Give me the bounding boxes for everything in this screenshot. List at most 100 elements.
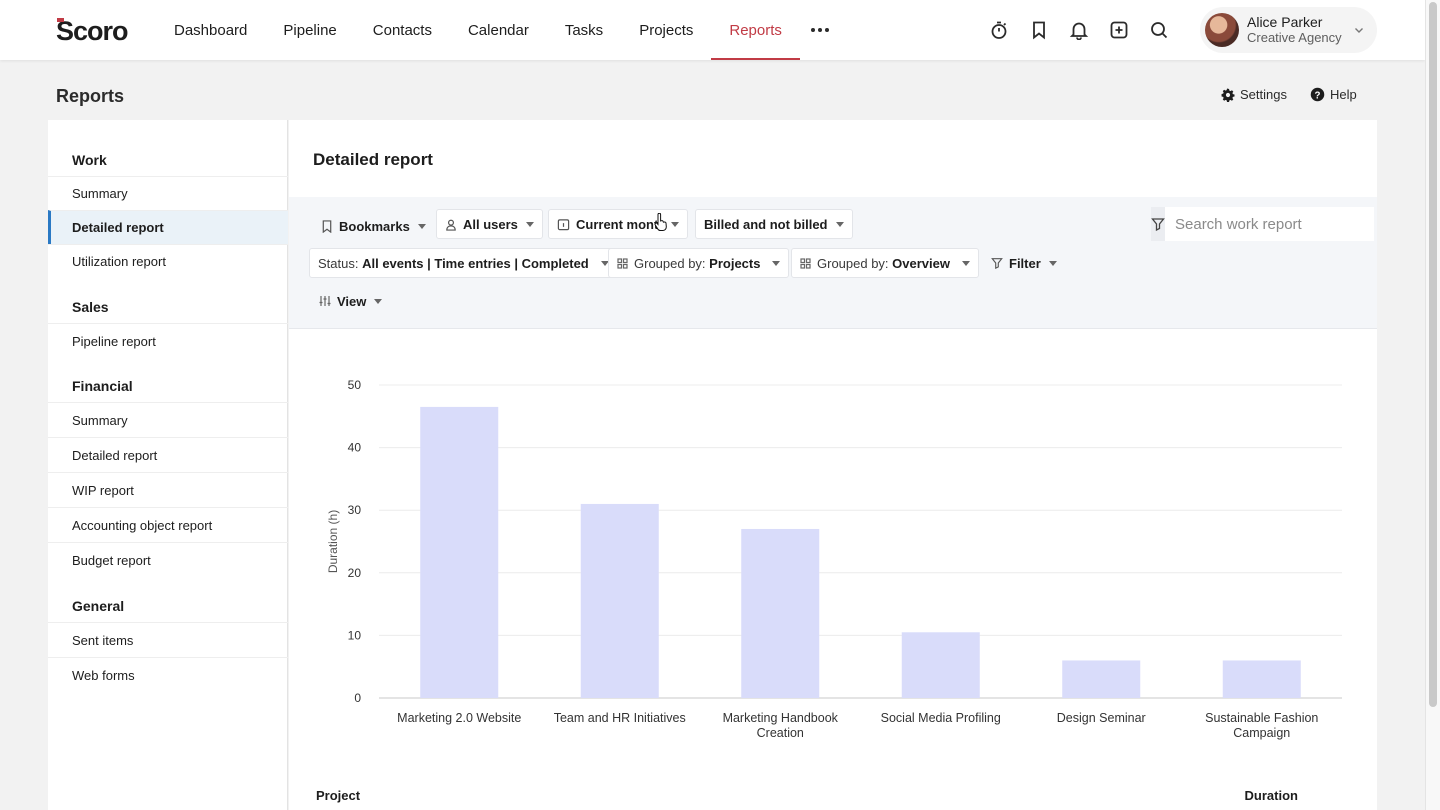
sidebar-item-general-web-forms[interactable]: Web forms <box>48 657 288 692</box>
grid-icon <box>800 257 811 269</box>
period-label: Current month <box>576 216 667 232</box>
billing-dropdown[interactable]: Billed and not billed <box>695 209 853 239</box>
settings-link[interactable]: Settings <box>1221 87 1287 102</box>
bar <box>901 632 980 698</box>
bar <box>1062 660 1141 698</box>
sidebar-group-sales: Sales <box>72 299 109 315</box>
column-header-duration[interactable]: Duration <box>1244 788 1298 803</box>
group1-value: Projects <box>709 255 761 271</box>
users-dropdown[interactable]: All users <box>436 209 543 239</box>
timer-icon[interactable] <box>983 14 1015 46</box>
y-tick-label: 10 <box>348 628 362 642</box>
chevron-down-icon <box>1355 28 1363 33</box>
calendar-icon <box>557 218 570 231</box>
caret-down-icon <box>525 221 534 227</box>
caret-down-icon <box>772 260 781 266</box>
filter-bar: Bookmarks All users Current month Billed… <box>289 197 1377 329</box>
bookmark-icon <box>321 219 333 233</box>
help-link[interactable]: ? Help <box>1310 87 1357 102</box>
caret-down-icon <box>374 298 383 304</box>
nav-item-reports[interactable]: Reports <box>711 0 800 60</box>
nav-item-tasks[interactable]: Tasks <box>564 21 604 39</box>
cursor-hand-icon <box>654 213 667 231</box>
user-organization: Creative Agency <box>1247 30 1342 45</box>
nav-item-calendar[interactable]: Calendar <box>467 21 529 39</box>
avatar <box>1205 13 1239 47</box>
scrollbar-thumb[interactable] <box>1429 2 1437 707</box>
bar <box>420 406 499 698</box>
user-menu[interactable]: Alice Parker Creative Agency <box>1200 7 1377 53</box>
nav-item-pipeline[interactable]: Pipeline <box>283 21 337 39</box>
bell-icon[interactable] <box>1063 14 1095 46</box>
y-tick-label: 50 <box>348 378 362 392</box>
add-icon[interactable] <box>1103 14 1135 46</box>
main-menu: Dashboard Pipeline Contacts Calendar Tasks Pr… <box>156 0 840 60</box>
group1-prefix: Grouped by: <box>634 255 706 271</box>
search-icon[interactable] <box>1143 14 1175 46</box>
view-dropdown[interactable]: View <box>311 286 390 316</box>
billing-label: Billed and not billed <box>704 216 828 232</box>
status-dropdown[interactable]: Status: All events | Time entries | Comp… <box>309 248 618 278</box>
sidebar-item-work-utilization-report[interactable]: Utilization report <box>48 244 288 278</box>
sidebar-item-financial-detailed-report[interactable]: Detailed report <box>48 437 288 472</box>
users-label: All users <box>463 216 518 232</box>
nav-item-projects[interactable]: Projects <box>639 21 694 39</box>
grid-icon <box>617 257 628 269</box>
filter-label: Filter <box>1009 255 1041 271</box>
user-name: Alice Parker <box>1247 14 1323 30</box>
user-info: Alice Parker Creative Agency <box>1247 14 1342 46</box>
group-by-projects-dropdown[interactable]: Grouped by: Projects <box>608 248 790 278</box>
status-prefix: Status: <box>318 255 359 271</box>
scoro-logo[interactable]: Scoro <box>56 16 138 44</box>
bookmarks-dropdown[interactable]: Bookmarks <box>313 211 434 241</box>
sidebar-item-financial-budget-report[interactable]: Budget report <box>48 542 288 577</box>
x-tick-label: Campaign <box>1233 726 1290 740</box>
caret-down-icon <box>600 260 609 266</box>
nav-item-dashboard[interactable]: Dashboard <box>174 21 248 39</box>
settings-label: Settings <box>1240 87 1287 102</box>
report-title: Detailed report <box>313 150 433 169</box>
x-tick-label: Marketing Handbook <box>723 711 839 725</box>
svg-text:?: ? <box>1315 90 1321 101</box>
page-title: Reports <box>56 86 125 106</box>
group-by-overview-dropdown[interactable]: Grouped by: Overview <box>791 248 979 278</box>
bookmark-icon[interactable] <box>1023 14 1055 46</box>
sidebar-item-financial-summary[interactable]: Summary <box>48 402 288 437</box>
group2-prefix: Grouped by: <box>817 255 889 271</box>
help-icon: ? <box>1310 87 1325 102</box>
more-menu-icon[interactable] <box>800 0 840 60</box>
sidebar-item-general-sent-items[interactable]: Sent items <box>48 622 288 657</box>
search-input[interactable] <box>1165 207 1374 241</box>
page-scrollbar[interactable] <box>1425 0 1440 810</box>
y-tick-label: 30 <box>348 503 362 517</box>
sidebar-group-general: General <box>72 598 125 614</box>
sidebar-item-work-summary[interactable]: Summary <box>48 176 288 210</box>
caret-down-icon <box>417 223 426 229</box>
sliders-icon <box>319 295 331 307</box>
sidebar-item-sales-pipeline-report[interactable]: Pipeline report <box>48 323 288 358</box>
period-dropdown[interactable]: Current month <box>548 209 688 239</box>
status-value: All events | Time entries | Completed <box>362 255 589 271</box>
duration-bar-chart: 0 10 20 30 40 50 Duration (h) Marketing 2.0 Web… <box>326 378 1342 740</box>
bar <box>1222 660 1301 698</box>
y-tick-label: 0 <box>354 691 361 705</box>
help-label: Help <box>1330 87 1357 102</box>
x-tick-label: Team and HR Initiatives <box>554 711 686 725</box>
sidebar-item-work-detailed-report[interactable]: Detailed report <box>48 210 288 244</box>
y-tick-label: 20 <box>348 566 362 580</box>
filter-icon[interactable] <box>1151 207 1165 241</box>
nav-item-contacts[interactable]: Contacts <box>372 21 432 39</box>
top-navigation: Scoro Dashboard Pipeline Contacts Calendar T… <box>0 0 1425 60</box>
view-label: View <box>337 293 367 309</box>
sidebar-item-financial-wip-report[interactable]: WIP report <box>48 472 288 507</box>
sidebar-group-work: Work <box>72 152 107 168</box>
filter-dropdown[interactable]: Filter <box>983 248 1065 278</box>
x-tick-label: Marketing 2.0 Website <box>397 711 521 725</box>
sidebar-item-financial-accounting-object-report[interactable]: Accounting object report <box>48 507 288 542</box>
bar <box>741 528 820 698</box>
gear-icon <box>1221 88 1235 102</box>
y-axis-label: Duration (h) <box>326 510 340 573</box>
y-tick-label: 40 <box>348 441 362 455</box>
caret-down-icon <box>835 221 844 227</box>
column-header-project[interactable]: Project <box>316 788 361 803</box>
